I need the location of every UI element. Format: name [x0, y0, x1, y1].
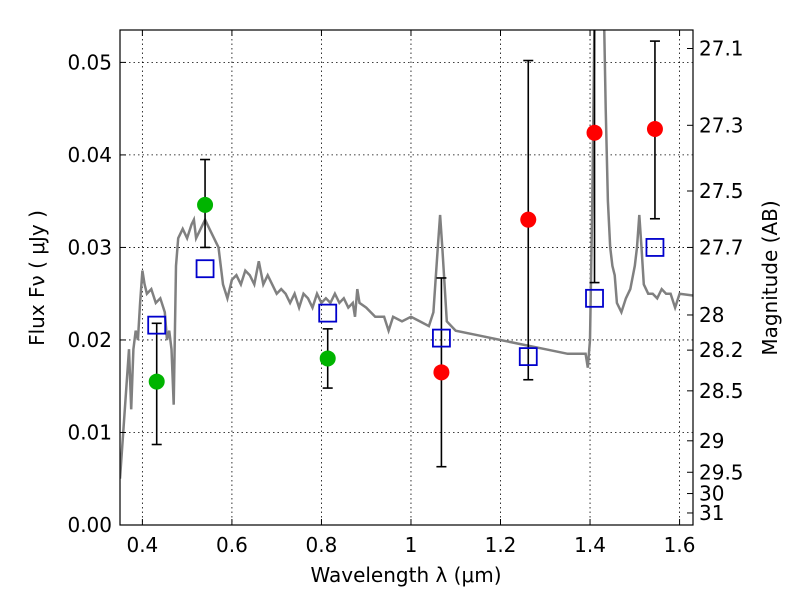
- model-boxes: [147, 238, 665, 367]
- x-axis-label: Wavelength λ (μm): [310, 563, 501, 587]
- data-points: [148, 121, 663, 390]
- data-point-red: [646, 121, 663, 137]
- y-tick-label: 0.00: [67, 513, 112, 537]
- data-point-red: [433, 364, 450, 381]
- model-box: [518, 347, 538, 367]
- data-point-red: [586, 124, 603, 141]
- y2-axis-label: Magnitude (AB): [758, 200, 782, 355]
- x-tick-label: 1.2: [485, 533, 517, 557]
- ticks: 0.4 0.6 0.8 1 1.2 1.4 1.6 0.00 0.01 0.02 0.03 0.04 0…: [67, 30, 744, 557]
- x-tick-label: 0.6: [216, 533, 248, 557]
- mag-tick-label: 27.3: [699, 113, 744, 137]
- y-axis-label: Flux Fν ( μJy ): [25, 210, 49, 346]
- y-tick-label: 0.05: [67, 50, 112, 74]
- y-tick-label: 0.04: [67, 143, 112, 167]
- x-tick-label: 0.4: [126, 533, 158, 557]
- mag-tick-label: 30: [699, 482, 724, 506]
- mag-tick-label: 29: [699, 429, 724, 453]
- mag-tick-label: 28.5: [699, 379, 744, 403]
- y-tick-label: 0.02: [67, 328, 112, 352]
- model-box: [318, 303, 338, 323]
- mag-tick-label: 27.7: [699, 235, 744, 259]
- mag-tick-label: 27.1: [699, 37, 744, 61]
- data-point-green: [148, 373, 165, 390]
- x-tick-label: 1.4: [574, 533, 606, 557]
- error-bars: [151, 30, 660, 468]
- model-box: [147, 315, 167, 335]
- model-box: [195, 259, 215, 279]
- y-tick-label: 0.03: [67, 235, 112, 259]
- model-spectrum-line: [120, 30, 693, 479]
- x-tick-label: 0.8: [306, 533, 338, 557]
- mag-tick-label: 31: [699, 501, 724, 525]
- plot-frame: [119, 29, 694, 526]
- mag-tick-label: 29.5: [699, 460, 744, 484]
- model-box: [585, 288, 604, 308]
- mag-tick-label: 28: [699, 303, 724, 327]
- data-point-green: [319, 350, 336, 367]
- model-box: [645, 238, 665, 257]
- data-point-green: [197, 196, 214, 213]
- mag-tick-label: 28.2: [699, 338, 744, 362]
- y-tick-label: 0.01: [67, 420, 112, 444]
- x-tick-label: 1.6: [664, 533, 696, 557]
- x-tick-label: 1: [405, 533, 418, 557]
- model-box: [432, 328, 451, 348]
- mag-tick-label: 27.5: [699, 179, 744, 203]
- data-point-red: [520, 211, 537, 228]
